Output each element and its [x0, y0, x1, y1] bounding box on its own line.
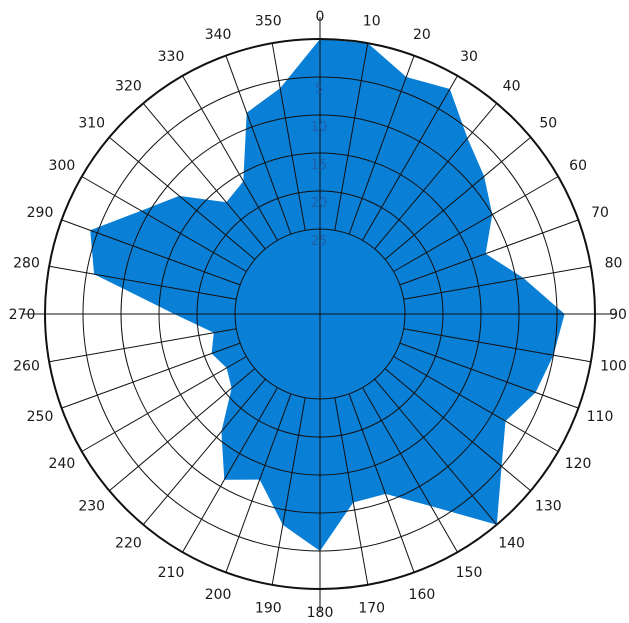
grid-spoke — [374, 102, 498, 250]
angle-tick-label: 160 — [409, 587, 436, 603]
grid-spoke — [225, 55, 292, 235]
angle-tick-label: 10 — [363, 14, 381, 30]
angle-tick-label: 290 — [27, 205, 54, 221]
angle-tick-label: 320 — [115, 79, 142, 95]
grid-spoke — [348, 55, 415, 235]
grid-spoke — [348, 393, 415, 573]
angle-tick-label: 100 — [600, 359, 627, 375]
grid-spoke — [108, 368, 256, 492]
angle-tick-labels: 0 10 20 30 40 50 60 70 80 90 100 110 120 130 140 150 160… — [9, 9, 627, 621]
data-area-layer — [90, 39, 565, 551]
grid-spoke — [399, 219, 579, 286]
angle-tick-label: 350 — [255, 14, 282, 30]
angle-tick-label: 240 — [49, 456, 76, 472]
angle-tick-label: 300 — [49, 158, 76, 174]
radial-tick-label: 25 — [311, 234, 328, 249]
angle-tick-label: 120 — [565, 456, 592, 472]
angle-tick-label: 270 — [9, 307, 36, 323]
angle-tick-label: 340 — [205, 27, 232, 43]
grid-spoke — [142, 102, 266, 250]
angle-tick-label: 260 — [13, 359, 40, 375]
grid-spoke — [108, 136, 256, 260]
angle-tick-label: 60 — [569, 158, 587, 174]
angle-tick-label: 280 — [13, 255, 40, 271]
angle-tick-label: 190 — [255, 601, 282, 617]
angle-tick-label: 230 — [78, 499, 105, 515]
radial-tick-label: 5 — [315, 82, 323, 97]
grid-spoke — [49, 265, 237, 300]
angle-tick-label: 70 — [591, 205, 609, 221]
grid-spoke — [182, 75, 278, 241]
angle-tick-label: 210 — [158, 565, 185, 581]
grid-spoke — [49, 328, 237, 363]
grid-spoke — [61, 342, 241, 409]
radial-tick-label: 10 — [311, 120, 328, 135]
angle-tick-label: 250 — [27, 409, 54, 425]
angle-tick-label: 0 — [316, 9, 325, 25]
angle-tick-label: 200 — [205, 587, 232, 603]
radial-tick-labels: 5 10 15 20 25 — [311, 82, 328, 249]
grid-spoke — [81, 176, 247, 272]
grid-spoke — [403, 265, 591, 300]
grid-spoke — [225, 393, 292, 573]
angle-tick-label: 310 — [78, 115, 105, 131]
grid-spoke — [142, 378, 266, 526]
grid-spoke — [384, 136, 532, 260]
angle-tick-label: 220 — [115, 535, 142, 551]
grid-spoke — [393, 356, 559, 452]
angle-tick-label: 130 — [535, 499, 562, 515]
grid-spoke — [61, 219, 241, 286]
angle-tick-label: 140 — [498, 535, 525, 551]
radial-tick-label: 20 — [311, 196, 328, 211]
grid-spoke — [334, 397, 369, 585]
grid-spoke — [399, 342, 579, 409]
data-area — [90, 39, 565, 551]
angle-tick-label: 170 — [358, 601, 385, 617]
angle-tick-label: 180 — [307, 605, 334, 621]
grid-spoke — [393, 176, 559, 272]
radial-tick-label: 15 — [311, 158, 328, 173]
angle-tick-label: 110 — [587, 409, 614, 425]
grid-spoke — [362, 387, 458, 553]
angle-tick-label: 150 — [456, 565, 483, 581]
angle-tick-label: 50 — [539, 115, 557, 131]
grid-spoke — [182, 387, 278, 553]
grid-spoke — [81, 356, 247, 452]
grid-spoke — [271, 397, 306, 585]
grid-spoke — [271, 43, 306, 231]
angle-tick-label: 30 — [460, 49, 478, 65]
grid-spoke — [403, 328, 591, 363]
angle-tick-label: 330 — [158, 49, 185, 65]
grid-spoke — [384, 368, 532, 492]
angle-tick-label: 90 — [609, 307, 627, 323]
grid-layer — [23, 17, 617, 611]
angle-tick-label: 40 — [503, 79, 521, 95]
angle-tick-label: 80 — [605, 255, 623, 271]
grid-spoke — [374, 378, 498, 526]
grid-spoke — [362, 75, 458, 241]
angle-tick-label: 20 — [413, 27, 431, 43]
grid-spoke — [334, 43, 369, 231]
